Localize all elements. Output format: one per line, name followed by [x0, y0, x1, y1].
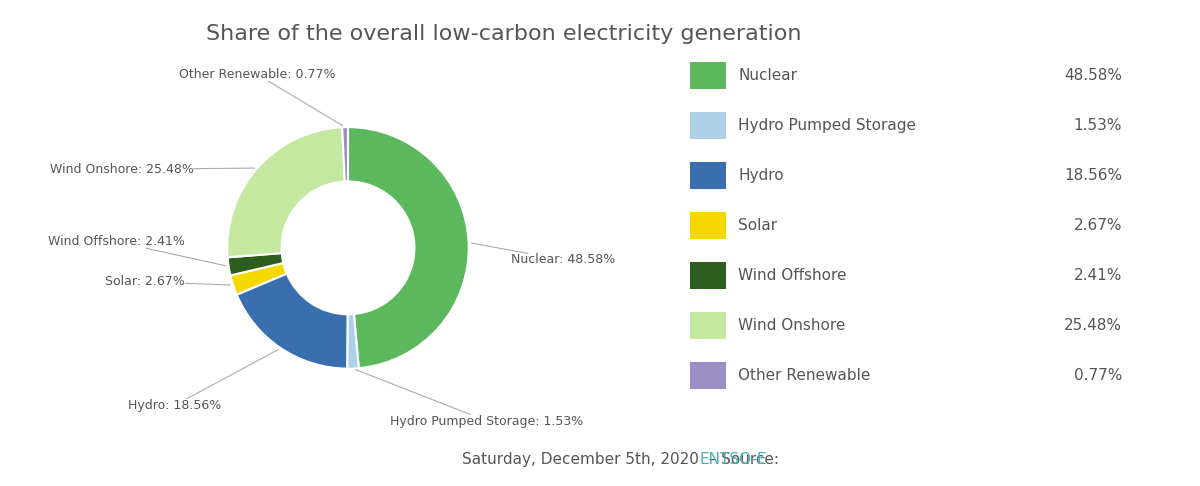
Text: Other Renewable: 0.77%: Other Renewable: 0.77% — [180, 68, 343, 126]
Text: Share of the overall low-carbon electricity generation: Share of the overall low-carbon electric… — [206, 24, 802, 44]
Text: 1.53%: 1.53% — [1074, 118, 1122, 133]
Wedge shape — [230, 263, 287, 295]
Text: Saturday, December 5th, 2020  – Source:: Saturday, December 5th, 2020 – Source: — [462, 451, 784, 467]
Text: Wind Onshore: 25.48%: Wind Onshore: 25.48% — [49, 163, 254, 176]
Text: 18.56%: 18.56% — [1064, 168, 1122, 183]
Text: Nuclear: 48.58%: Nuclear: 48.58% — [472, 243, 616, 266]
Text: 25.48%: 25.48% — [1064, 318, 1122, 333]
Wedge shape — [347, 314, 359, 368]
Wedge shape — [342, 127, 348, 181]
Wedge shape — [228, 253, 283, 276]
Text: Hydro Pumped Storage: 1.53%: Hydro Pumped Storage: 1.53% — [355, 369, 583, 428]
Text: Hydro: 18.56%: Hydro: 18.56% — [128, 349, 278, 412]
Wedge shape — [227, 127, 344, 257]
Wedge shape — [236, 274, 348, 368]
Text: 2.41%: 2.41% — [1074, 268, 1122, 283]
Text: ENTSO-E: ENTSO-E — [700, 451, 767, 467]
Text: 48.58%: 48.58% — [1064, 68, 1122, 83]
Text: Wind Offshore: 2.41%: Wind Offshore: 2.41% — [48, 235, 226, 266]
Text: Hydro: Hydro — [738, 168, 784, 183]
Text: 2.67%: 2.67% — [1074, 218, 1122, 233]
Text: Nuclear: Nuclear — [738, 68, 797, 83]
Text: Solar: 2.67%: Solar: 2.67% — [106, 275, 230, 288]
Text: Hydro Pumped Storage: Hydro Pumped Storage — [738, 118, 916, 133]
Text: 0.77%: 0.77% — [1074, 368, 1122, 383]
Text: Solar: Solar — [738, 218, 778, 233]
Text: Wind Offshore: Wind Offshore — [738, 268, 846, 283]
Wedge shape — [348, 127, 469, 368]
Text: Other Renewable: Other Renewable — [738, 368, 870, 383]
Text: Wind Onshore: Wind Onshore — [738, 318, 845, 333]
